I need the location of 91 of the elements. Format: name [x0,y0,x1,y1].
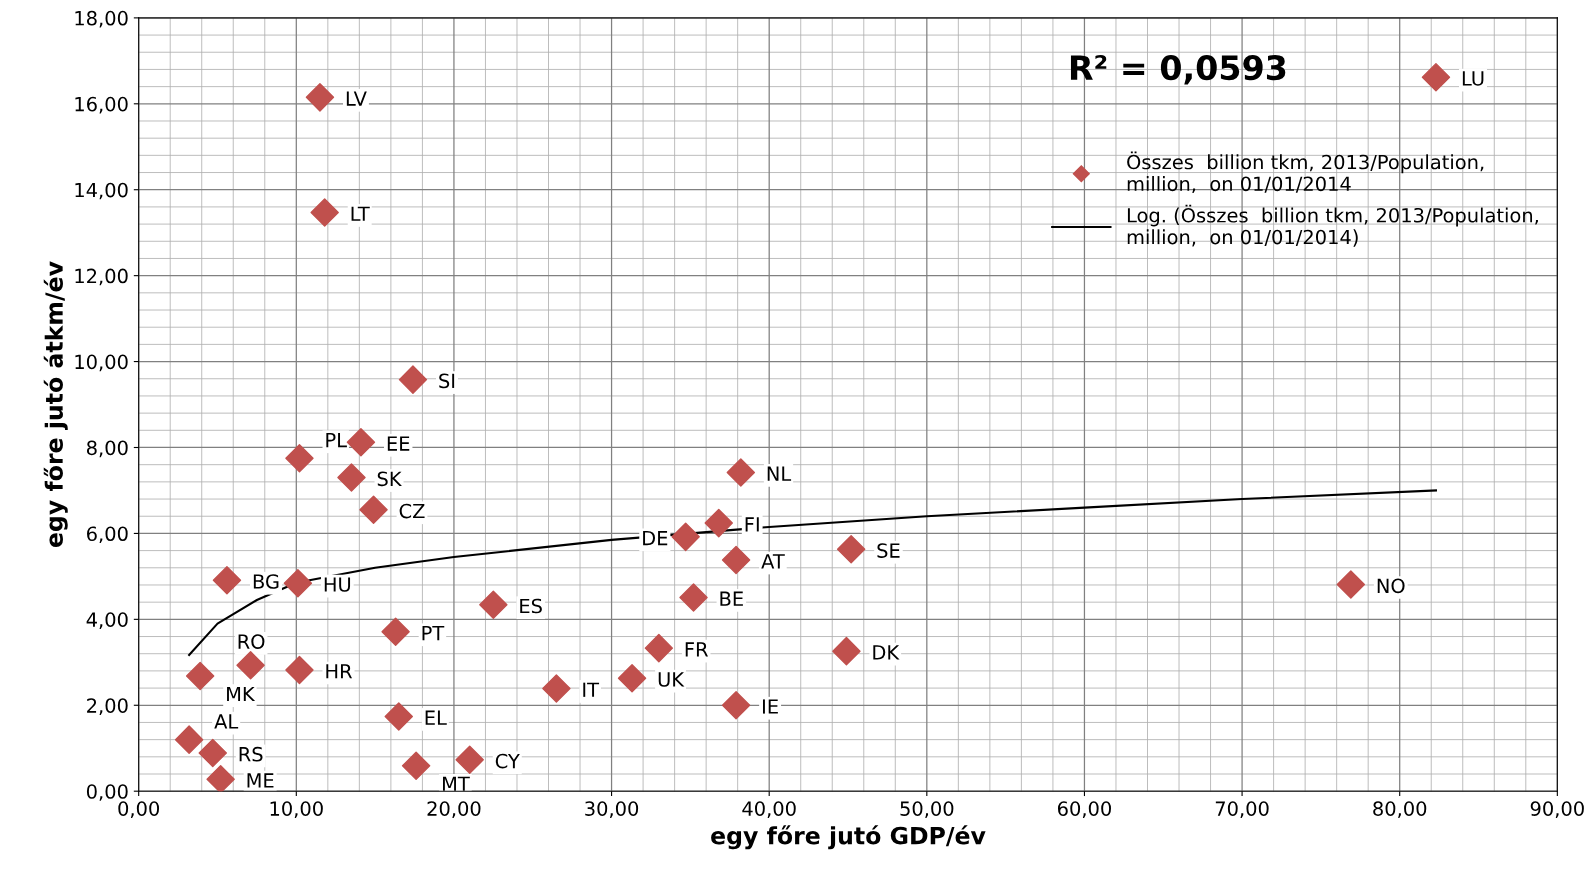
data-label: BG [253,574,279,589]
data-label: IT [583,682,600,697]
x-tick-label: 60,00 [1057,801,1111,818]
point [174,725,204,754]
y-tick-label: 0,00 [86,784,128,801]
data-label: BE [720,591,743,606]
point [384,702,413,731]
point [305,83,335,112]
point [671,522,700,552]
point [726,458,756,487]
x-axis-title: egy főre jutó GDP/év [711,825,986,850]
data-label: MK [227,686,256,702]
point [542,674,571,703]
data-label: CZ [399,503,425,519]
data-label: EL [425,710,447,725]
point [212,566,242,595]
y-tick-label: 12,00 [75,268,128,286]
point [704,508,733,538]
data-label: IE [763,699,778,714]
data-label: LT [351,206,370,221]
data-label: EE [387,436,410,451]
data-label: RS [239,746,263,762]
data-label: MT [443,776,470,791]
point [337,463,366,492]
point [721,691,751,720]
data-label: RO [238,634,265,649]
x-tick-label: 40,00 [742,801,796,818]
data-label: NO [1377,578,1405,594]
y-tick-label: 2,00 [87,698,128,715]
point [401,751,431,781]
data-label: FI [745,517,759,532]
point [836,535,866,564]
data-label: SI [439,373,455,389]
point [679,583,708,612]
data-label: LV [346,91,367,106]
y-tick-label: 14,00 [75,182,128,200]
data-label: AL [214,714,239,729]
data-label: PT [422,625,445,641]
point [206,764,235,792]
point [617,663,647,693]
point [455,745,484,775]
point [198,738,227,768]
point [346,428,376,457]
y-tick-label: 18,00 [75,10,128,28]
point [644,633,674,663]
y-tick-label: 4,00 [86,612,128,629]
data-label: AT [761,554,785,569]
legend-label: Összes billion tkm, 2013/Population, million, on 01/01/2014 [1127,151,1484,194]
legend-label: Log. (Összes billion tkm, 2013/Population, million, on 01/01/2014) [1127,204,1538,247]
data-label: ES [520,598,542,614]
x-tick-label: 0,00 [118,801,160,818]
point [185,661,215,691]
point [359,495,388,525]
y-tick-label: 8,00 [86,440,128,458]
x-tick-label: 50,00 [900,801,954,818]
data-label: DE [643,531,668,546]
data-label: PL [326,432,347,448]
point [381,617,410,647]
data-label: UK [658,672,685,687]
x-tick-label: 70,00 [1215,801,1269,818]
data-label: LU [1462,71,1484,86]
data-label: ME [247,773,274,788]
x-tick-label: 80,00 [1373,801,1427,818]
data-label: SE [877,543,900,558]
annotation: R² = 0,0593 [1070,55,1286,85]
point [236,651,265,680]
y-tick-label: 16,00 [75,96,128,114]
data-label: FR [685,642,708,657]
data-label: HR [326,664,353,679]
x-tick-label: 30,00 [585,801,639,818]
x-tick-label: 10,00 [270,801,323,818]
point [832,636,861,666]
x-tick-label: 20,00 [427,801,481,818]
data-label: SK [377,471,402,487]
point [398,365,428,394]
data-label: CY [495,753,520,769]
point [479,590,508,619]
y-axis-title: egy főre jutó átkm/év [43,261,68,548]
y-tick-label: 6,00 [87,526,128,544]
point [285,444,314,473]
point [310,198,339,227]
data-label: NL [767,466,792,481]
point [1336,570,1366,599]
point [285,655,314,685]
y-tick-label: 10,00 [75,354,128,372]
x-tick-label: 90,00 [1530,801,1584,818]
point [283,569,313,598]
data-label: DK [873,645,900,660]
data-label: HU [324,577,351,592]
point [1421,62,1451,92]
point [721,545,751,575]
